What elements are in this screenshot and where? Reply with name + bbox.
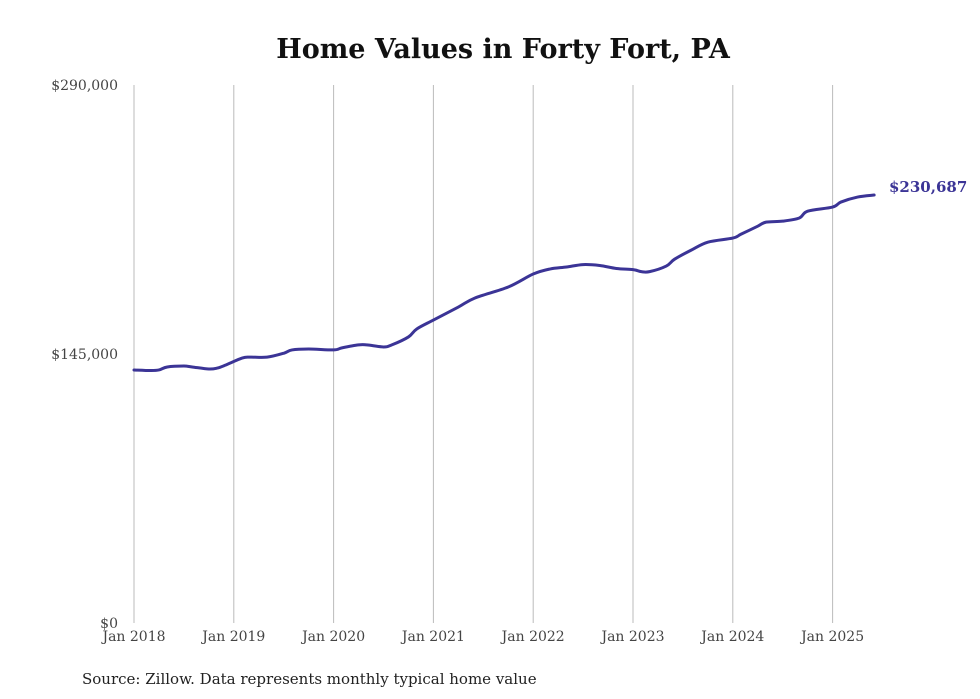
x-tick-label: Jan 2021: [400, 629, 465, 645]
y-tick-label: $0: [100, 616, 118, 632]
x-tick-label: Jan 2019: [200, 629, 265, 645]
x-tick-label: Jan 2020: [300, 629, 365, 645]
chart-title: Home Values in Forty Fort, PA: [276, 34, 731, 65]
y-tick-label: $145,000: [51, 347, 118, 363]
source-note: Source: Zillow. Data represents monthly …: [82, 670, 537, 688]
x-tick-label: Jan 2023: [599, 629, 664, 645]
end-value-label: $230,687: [889, 178, 967, 196]
x-tick-label: Jan 2025: [799, 629, 864, 645]
series-line: [132, 193, 876, 373]
y-tick-label: $290,000: [51, 78, 118, 94]
x-tick-label: Jan 2022: [500, 629, 565, 645]
x-tick-label: Jan 2024: [699, 629, 764, 645]
x-tick-label: Jan 2018: [100, 629, 165, 645]
